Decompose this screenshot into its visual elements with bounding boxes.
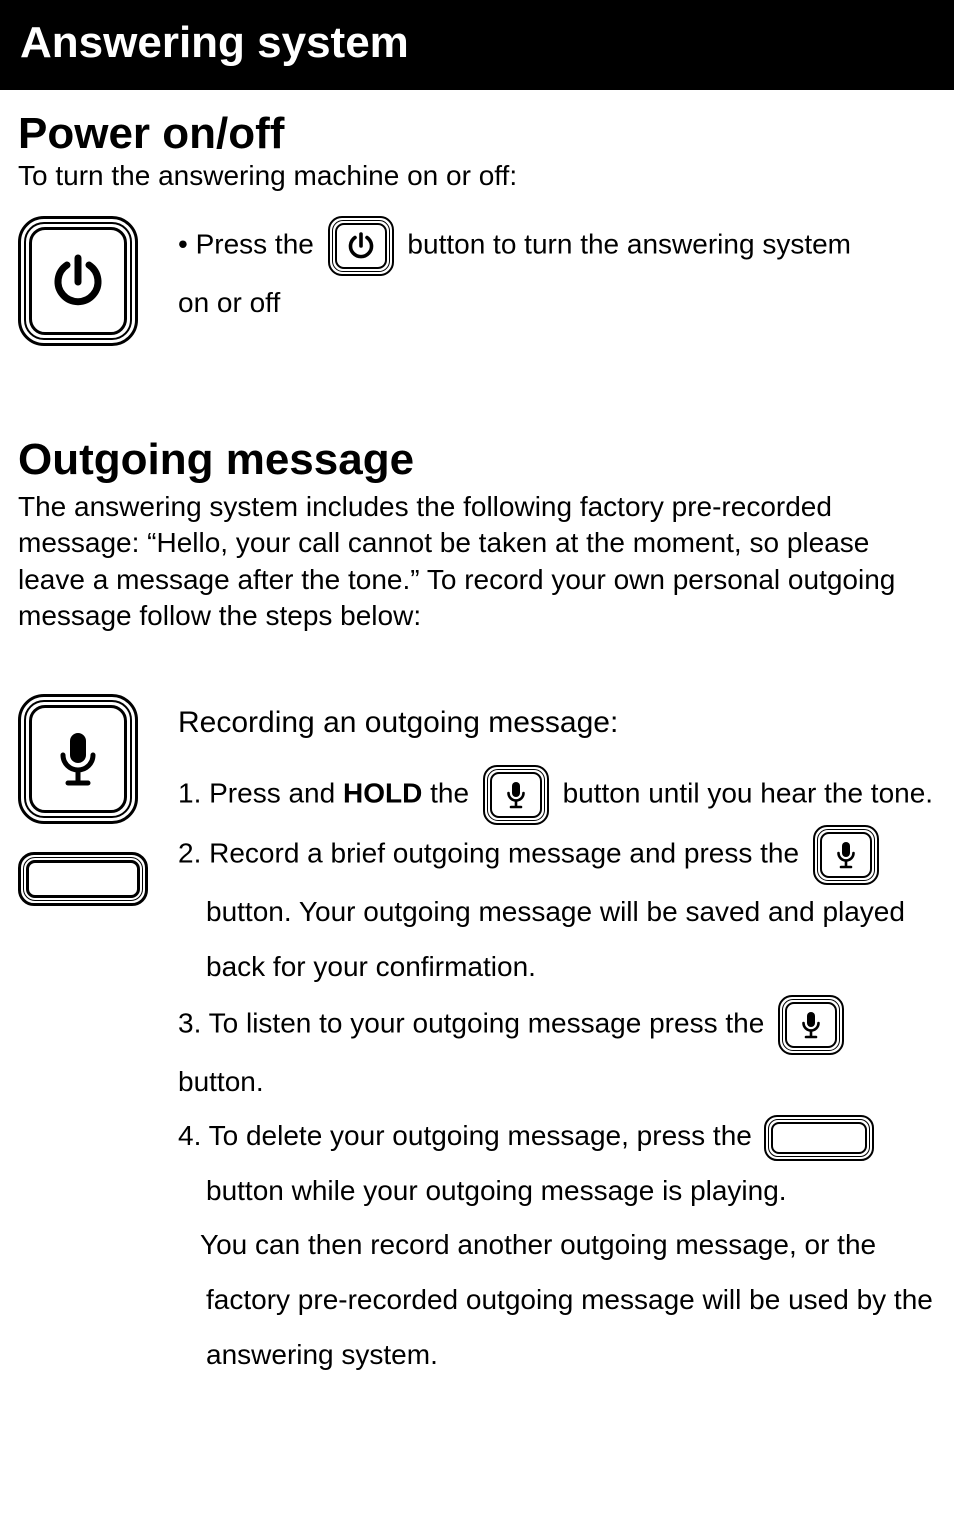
section-power-intro: To turn the answering machine on or off:: [18, 160, 936, 192]
power-line1-pre: • Press the: [178, 229, 314, 260]
step4-l2: button while your outgoing message is pl…: [178, 1164, 936, 1219]
power-icon: [49, 252, 107, 310]
mic-button-large: [18, 694, 138, 824]
mic-button-inline: [778, 995, 844, 1055]
step4-l4: factory pre-recorded outgoing message wi…: [178, 1273, 936, 1328]
microphone-icon: [800, 1010, 822, 1040]
power-row: • Press the button to turn the answering…: [18, 216, 936, 346]
mic-button-inline: [483, 765, 549, 825]
content-area: Power on/off To turn the answering machi…: [0, 90, 954, 1382]
power-icon: [346, 231, 376, 261]
microphone-icon: [54, 729, 102, 789]
power-button-large: [18, 216, 138, 346]
page-title: Answering system: [20, 18, 934, 68]
header-bar: Answering system: [0, 0, 954, 90]
delete-button-inline: [764, 1115, 874, 1161]
step4-l3: You can then record another outgoing mes…: [178, 1218, 936, 1273]
step1-pre: 1. Press and: [178, 778, 343, 809]
step3-pre: 3. To listen to your outgoing message pr…: [178, 1007, 764, 1038]
step1-post: button until you hear the tone.: [563, 778, 934, 809]
step4-l5: answering system.: [178, 1328, 936, 1383]
step3-post: button.: [178, 1066, 264, 1097]
power-line2: on or off: [178, 276, 936, 329]
step-1: 1. Press and HOLD the button un: [178, 765, 936, 825]
section-outgoing-title: Outgoing message: [18, 436, 936, 484]
section-outgoing-para: The answering system includes the follow…: [18, 489, 936, 635]
outgoing-icon-col: [18, 694, 178, 906]
steps-heading: Recording an outgoing message:: [178, 694, 936, 751]
outgoing-steps-text: Recording an outgoing message: 1. Press …: [178, 694, 936, 1382]
step1-mid: the: [422, 778, 469, 809]
step1-bold: HOLD: [343, 778, 422, 809]
step2-l3: back for your confirmation.: [178, 940, 936, 995]
microphone-icon: [835, 840, 857, 870]
section-power: Power on/off To turn the answering machi…: [18, 110, 936, 346]
outgoing-steps-row: Recording an outgoing message: 1. Press …: [18, 694, 936, 1382]
power-text: • Press the button to turn the answering…: [178, 216, 936, 329]
step-3: 3. To listen to your outgoing message pr…: [178, 995, 936, 1110]
step-4: 4. To delete your outgoing message, pres…: [178, 1109, 936, 1382]
step-2: 2. Record a brief outgoing message and p…: [178, 825, 936, 994]
section-power-title: Power on/off: [18, 110, 936, 158]
power-icon-col: [18, 216, 178, 346]
step2-pre: 2. Record a brief outgoing message and p…: [178, 838, 799, 869]
microphone-icon: [505, 780, 527, 810]
step4-pre: 4. To delete your outgoing message, pres…: [178, 1120, 752, 1151]
power-button-inline: [328, 216, 394, 276]
power-line1-post: button to turn the answering system: [407, 229, 851, 260]
mic-button-inline: [813, 825, 879, 885]
section-outgoing: Outgoing message The answering system in…: [18, 436, 936, 1382]
step2-l2: button. Your outgoing message will be sa…: [178, 885, 936, 940]
delete-button-large: [18, 852, 148, 906]
